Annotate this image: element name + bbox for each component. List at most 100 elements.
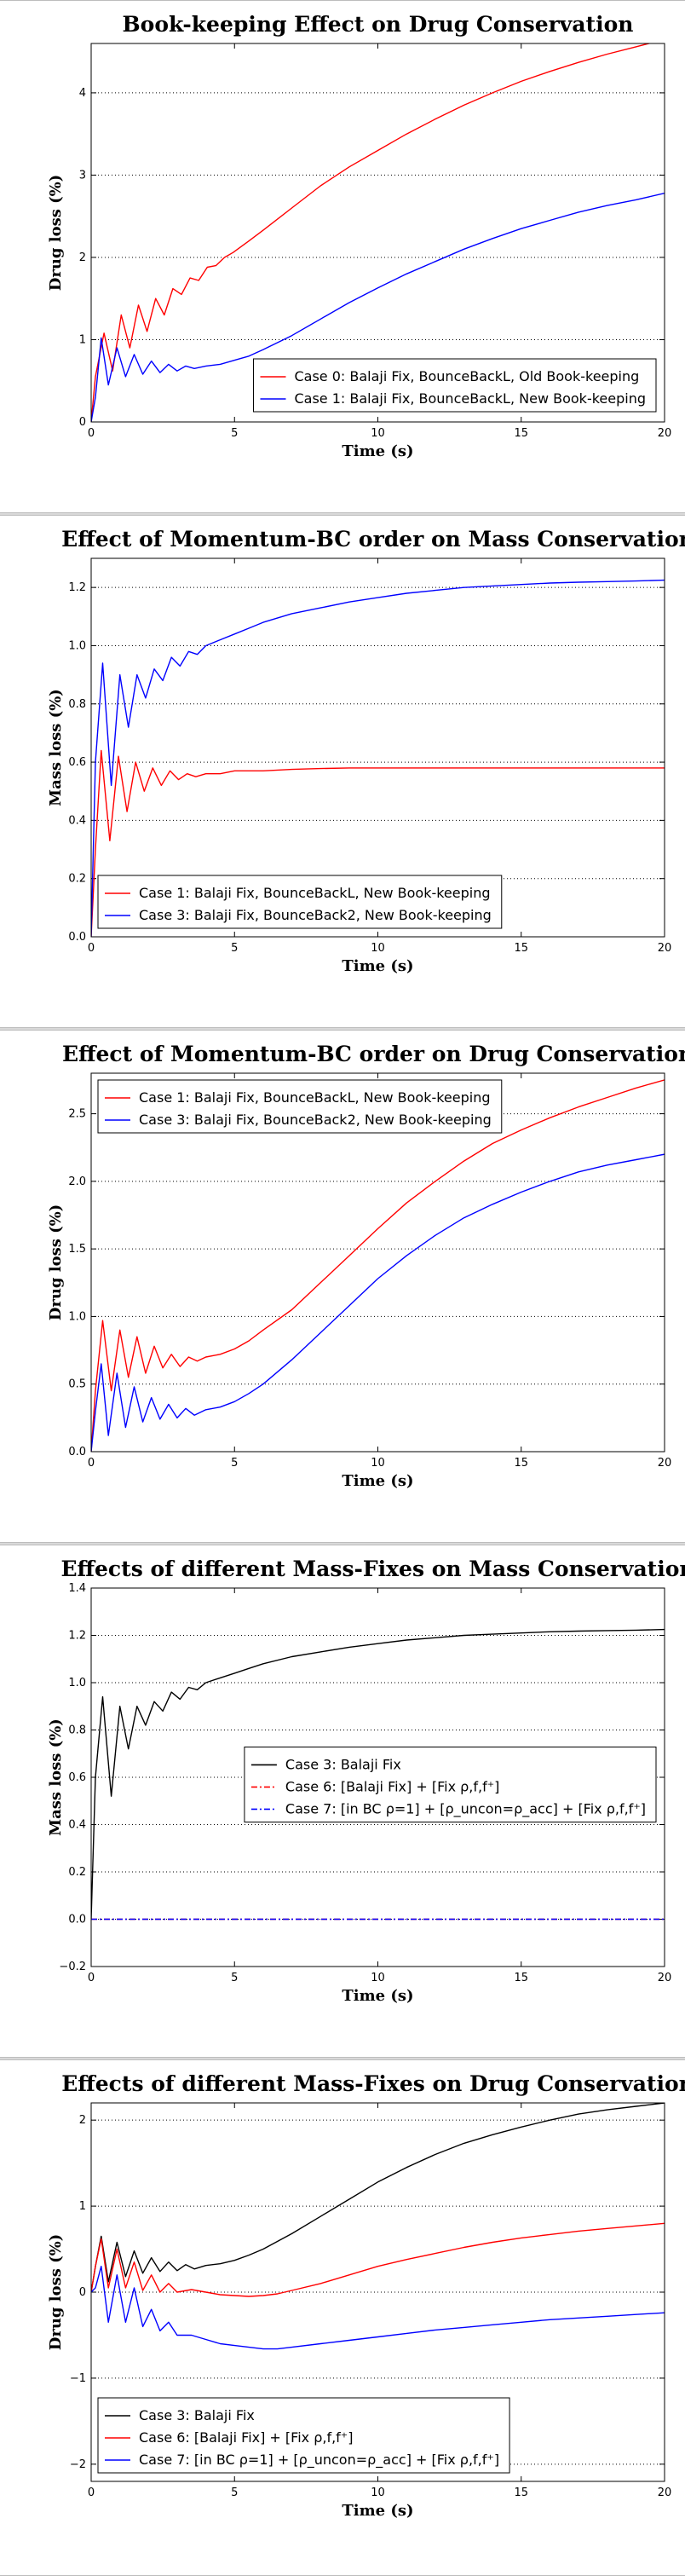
c1-ytick-label: 1	[79, 333, 86, 346]
c4-ytick-label: 0.0	[68, 1914, 86, 1926]
c2-ytick-label: 1.2	[68, 581, 86, 594]
c2-series-line-2	[91, 579, 665, 937]
c4-x-axis-label: Time (s)	[342, 1987, 413, 2005]
c1-xtick-label: 0	[88, 427, 95, 440]
c3-title: Effect of Momentum-BC order on Drug Cons…	[62, 1042, 685, 1066]
c2-plot-frame	[90, 557, 665, 938]
c2-series-line-1	[91, 749, 665, 937]
c2-legend-box	[97, 875, 503, 929]
c4-ytick-label: 1.4	[68, 1582, 86, 1595]
c5-legend-label-2: Case 6: [Balaji Fix] + [Fix ρ,f,f⁺]	[139, 2429, 353, 2446]
c2-ytick-label: 1.0	[68, 639, 86, 652]
c1-xtick-label: 5	[231, 427, 238, 440]
c2-legend-label-2: Case 3: Balaji Fix, BounceBack2, New Boo…	[139, 907, 492, 923]
c5-legend-box	[97, 2397, 510, 2474]
c5-xtick-label: 5	[231, 2486, 238, 2499]
c1-legend: Case 0: Balaji Fix, BounceBackL, Old Boo…	[252, 358, 657, 413]
c1-legend-label-2: Case 1: Balaji Fix, BounceBackL, New Boo…	[294, 390, 646, 407]
c3-y-axis-label: Drug loss (%)	[47, 1204, 65, 1321]
c4-ytick-label: 1.2	[68, 1630, 86, 1643]
c5-legend-label-1: Case 3: Balaji Fix	[139, 2407, 255, 2423]
chart-panel-1: Book-keeping Effect on Drug Conservation…	[0, 0, 685, 513]
c5-ytick-label: 0	[79, 2286, 86, 2299]
c2-ytick-label: 0.8	[68, 698, 86, 711]
chart-panel-4: Effects of different Mass-Fixes on Mass …	[0, 1545, 685, 2058]
c5-legend-label-3: Case 7: [in BC ρ=1] + [ρ_uncon=ρ_acc] + …	[139, 2452, 499, 2469]
c3-x-axis-label: Time (s)	[342, 1472, 413, 1490]
c1-ytick-label: 0	[79, 416, 86, 429]
c1-xtick-label: 20	[658, 427, 672, 440]
c1-xtick-label: 10	[371, 427, 385, 440]
c5-ytick-label: −2	[70, 2458, 86, 2471]
c4-y-axis-label: Mass loss (%)	[47, 1718, 65, 1836]
c5-series-line-3	[91, 2265, 665, 2350]
c2-ytick-label: 0.4	[68, 814, 86, 827]
c5-series-line-1	[91, 2103, 665, 2293]
c1-series-line-2	[91, 193, 665, 422]
c3-ytick-label: 0.0	[68, 1446, 86, 1458]
c2-title: Effect of Momentum-BC order on Mass Cons…	[61, 527, 685, 552]
c1-series-line-1	[91, 43, 652, 422]
c2-xtick-label: 5	[231, 942, 238, 955]
chart-panel-5: Effects of different Mass-Fixes on Drug …	[0, 2059, 685, 2576]
c5-xtick-label: 15	[514, 2486, 528, 2499]
c1-xtick-label: 15	[514, 427, 528, 440]
c4-xtick-label: 0	[88, 1972, 95, 1984]
chart-panel-2: Effect of Momentum-BC order on Mass Cons…	[0, 515, 685, 1028]
c3-legend-box	[97, 1079, 503, 1134]
c1-x-axis-label: Time (s)	[342, 442, 413, 460]
c4-xtick-label: 10	[371, 1972, 385, 1984]
c4-ytick-label: 0.4	[68, 1819, 86, 1832]
c3-xtick-label: 0	[88, 1457, 95, 1470]
c1-title: Book-keeping Effect on Drug Conservation	[123, 12, 634, 37]
c3-ytick-label: 1.0	[68, 1310, 86, 1323]
c5-legend: Case 3: Balaji Fix Case 6: [Balaji Fix] +…	[97, 2397, 510, 2474]
c2-xtick-label: 15	[514, 942, 528, 955]
c3-series-line-1	[91, 1079, 665, 1452]
c5-series-line-2	[91, 2222, 665, 2297]
c3-xtick-label: 15	[514, 1457, 528, 1470]
c2-xtick-label: 10	[371, 942, 385, 955]
c1-plot-frame	[90, 43, 665, 423]
c4-ytick-label: −0.2	[59, 1961, 86, 1973]
c3-legend-label-2: Case 3: Balaji Fix, BounceBack2, New Boo…	[139, 1112, 492, 1128]
c4-series-line-1	[91, 1628, 665, 1920]
c1-y-axis-label: Drug loss (%)	[47, 175, 65, 292]
c5-ytick-label: −1	[70, 2372, 86, 2385]
c2-legend-label-1: Case 1: Balaji Fix, BounceBackL, New Boo…	[139, 885, 491, 901]
c2-x-axis-label: Time (s)	[342, 957, 413, 975]
c1-ytick-label: 3	[79, 169, 86, 182]
c3-ytick-label: 2.0	[68, 1175, 86, 1188]
c2-legend: Case 1: Balaji Fix, BounceBackL, New Boo…	[97, 875, 503, 929]
c1-legend-label-1: Case 0: Balaji Fix, BounceBackL, Old Boo…	[294, 368, 639, 384]
c4-xtick-label: 15	[514, 1972, 528, 1984]
chart-panel-3: Effect of Momentum-BC order on Drug Cons…	[0, 1030, 685, 1543]
c4-ytick-label: 0.2	[68, 1866, 86, 1879]
c5-xtick-label: 0	[88, 2486, 95, 2499]
c4-legend-box	[244, 1746, 657, 1822]
c4-ytick-label: 1.0	[68, 1677, 86, 1689]
c2-ytick-label: 0.2	[68, 873, 86, 886]
c3-xtick-label: 5	[231, 1457, 238, 1470]
c3-xtick-label: 20	[658, 1457, 672, 1470]
c3-xtick-label: 10	[371, 1457, 385, 1470]
c4-legend: Case 3: Balaji Fix Case 6: [Balaji Fix] +…	[244, 1746, 657, 1822]
c4-plot-frame	[90, 1587, 665, 1967]
c2-ytick-label: 0.0	[68, 931, 86, 944]
c1-ytick-label: 2	[79, 251, 86, 264]
c5-plot-frame	[90, 2102, 665, 2482]
c3-ytick-label: 0.5	[68, 1378, 86, 1391]
chart-1: Book-keeping Effect on Drug Conservation…	[47, 12, 672, 460]
c3-plot-frame	[90, 1072, 665, 1453]
c4-legend-label-1: Case 3: Balaji Fix	[285, 1756, 401, 1772]
c4-legend-label-3: Case 7: [in BC ρ=1] + [ρ_uncon=ρ_acc] + …	[285, 1800, 646, 1817]
c5-xtick-label: 20	[658, 2486, 672, 2499]
c4-title: Effects of different Mass-Fixes on Mass …	[60, 1557, 685, 1581]
c4-xtick-label: 20	[658, 1972, 672, 1984]
c5-xtick-label: 10	[371, 2486, 385, 2499]
c3-series-line-2	[91, 1153, 665, 1452]
c3-legend-label-1: Case 1: Balaji Fix, BounceBackL, New Boo…	[139, 1089, 491, 1106]
c5-title: Effects of different Mass-Fixes on Drug …	[61, 2071, 685, 2096]
chart-3: Effect of Momentum-BC order on Drug Cons…	[47, 1042, 685, 1490]
c3-legend: Case 1: Balaji Fix, BounceBackL, New Boo…	[97, 1079, 503, 1134]
